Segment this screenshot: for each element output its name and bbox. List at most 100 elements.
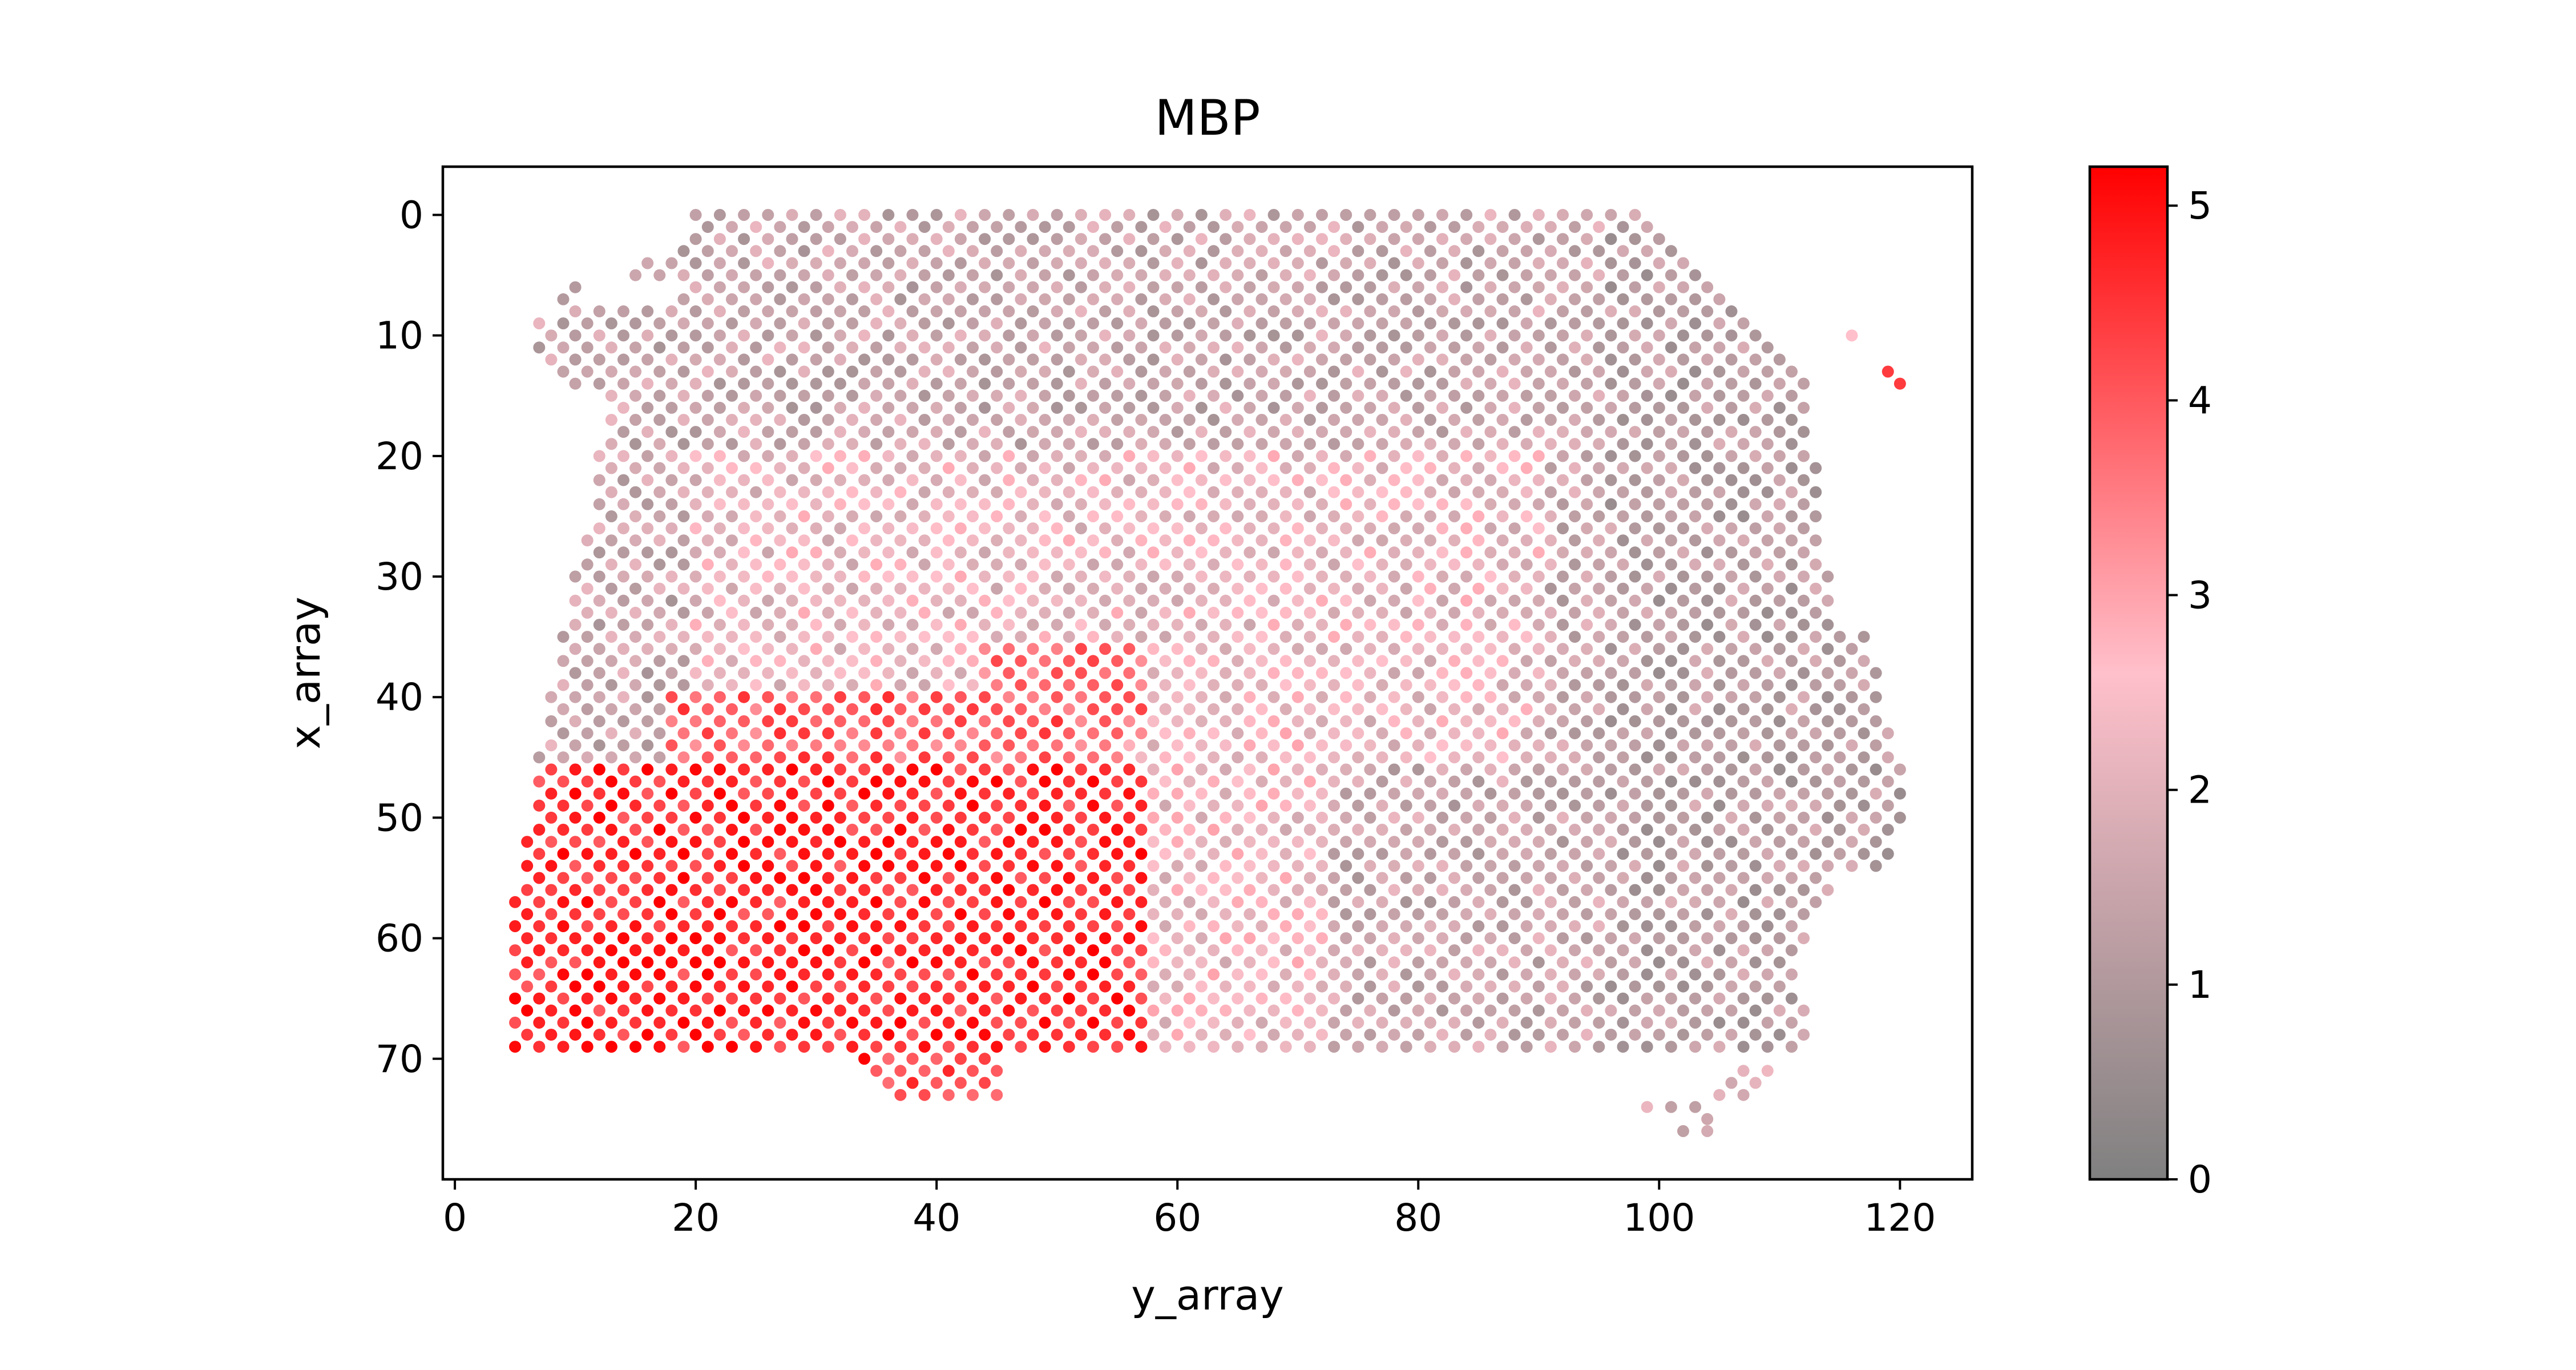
- spot-point: [653, 389, 666, 402]
- spot-point: [665, 522, 678, 535]
- spot-point: [1472, 414, 1485, 426]
- spot-point: [569, 570, 582, 583]
- spot-point: [1255, 920, 1268, 932]
- spot-point: [581, 582, 593, 595]
- spot-point: [1027, 377, 1039, 390]
- spot-point: [1039, 727, 1051, 740]
- spot-point: [786, 377, 798, 390]
- spot-point: [750, 269, 762, 281]
- spot-point: [1653, 1029, 1665, 1041]
- spot-point: [1593, 920, 1605, 932]
- spot-point: [689, 1004, 702, 1017]
- spot-point: [1412, 763, 1424, 776]
- spot-point: [726, 414, 738, 426]
- spot-point: [1593, 799, 1605, 812]
- spot-point: [1039, 293, 1051, 305]
- spot-point: [894, 462, 907, 474]
- spot-point: [1039, 534, 1051, 547]
- spot-point: [1460, 884, 1473, 896]
- spot-point: [894, 293, 907, 305]
- spot-point: [1773, 811, 1786, 824]
- spot-point: [1303, 799, 1316, 812]
- spot-point: [1087, 751, 1099, 764]
- spot-point: [991, 703, 1003, 715]
- spot-point: [1725, 787, 1738, 800]
- spot-point: [641, 570, 654, 583]
- spot-point: [1881, 751, 1894, 764]
- spot-point: [1569, 534, 1581, 547]
- spot-point: [1557, 594, 1569, 607]
- spot-point: [677, 1041, 690, 1053]
- spot-point: [1051, 329, 1063, 342]
- spot-point: [713, 836, 726, 848]
- spot-point: [1111, 799, 1124, 812]
- spot-point: [930, 836, 943, 848]
- spot-point: [1039, 269, 1051, 281]
- spot-point: [1003, 377, 1015, 390]
- spot-point: [991, 245, 1003, 257]
- spot-point: [1220, 691, 1232, 703]
- spot-point: [1303, 920, 1316, 932]
- spot-point: [870, 727, 883, 740]
- spot-point: [713, 619, 726, 631]
- spot-point: [1063, 1017, 1075, 1029]
- spot-point: [918, 751, 931, 764]
- spot-point: [894, 872, 907, 884]
- spot-point: [930, 1004, 943, 1017]
- spot-point: [653, 679, 666, 691]
- spot-point: [954, 305, 967, 317]
- spot-point: [1328, 896, 1341, 908]
- spot-point: [581, 872, 593, 884]
- spot-point: [1051, 401, 1063, 414]
- spot-point: [1220, 787, 1232, 800]
- spot-point: [1340, 570, 1352, 583]
- spot-point: [1460, 908, 1473, 920]
- spot-point: [1689, 462, 1702, 474]
- spot-point: [1316, 498, 1328, 510]
- spot-point: [581, 558, 593, 571]
- spot-point: [1087, 896, 1099, 908]
- spot-point: [1653, 594, 1665, 607]
- spot-point: [906, 956, 919, 969]
- spot-point: [1508, 908, 1521, 920]
- spot-point: [1316, 908, 1328, 920]
- spot-point: [1665, 293, 1677, 305]
- spot-point: [918, 462, 931, 474]
- spot-point: [822, 703, 834, 715]
- spot-point: [1039, 824, 1051, 836]
- spot-point: [1653, 884, 1665, 896]
- spot-point: [991, 872, 1003, 884]
- spot-point: [1713, 414, 1726, 426]
- spot-point: [1448, 655, 1461, 667]
- spot-point: [1015, 968, 1027, 981]
- spot-point: [689, 281, 702, 293]
- spot-point: [810, 932, 822, 945]
- spot-point: [942, 703, 955, 715]
- spot-point: [1183, 968, 1196, 981]
- spot-point: [1352, 245, 1364, 257]
- spot-point: [1232, 438, 1244, 450]
- spot-point: [1195, 450, 1208, 462]
- spot-point: [798, 221, 810, 233]
- spot-point: [726, 293, 738, 305]
- spot-point: [1388, 811, 1400, 824]
- spot-point: [605, 389, 617, 402]
- spot-point: [918, 293, 931, 305]
- spot-point: [1737, 462, 1750, 474]
- spot-point: [1111, 269, 1124, 281]
- spot-point: [942, 293, 955, 305]
- spot-point: [1220, 739, 1232, 752]
- spot-point: [1303, 1041, 1316, 1053]
- spot-point: [846, 269, 858, 281]
- spot-point: [1364, 401, 1376, 414]
- spot-point: [1617, 1041, 1629, 1053]
- spot-point: [1472, 341, 1485, 354]
- spot-point: [810, 715, 822, 727]
- spot-point: [1677, 763, 1689, 776]
- spot-point: [1472, 944, 1485, 957]
- spot-point: [1798, 787, 1810, 800]
- spot-point: [1665, 534, 1677, 547]
- spot-point: [641, 811, 654, 824]
- spot-point: [1376, 968, 1388, 981]
- spot-point: [942, 944, 955, 957]
